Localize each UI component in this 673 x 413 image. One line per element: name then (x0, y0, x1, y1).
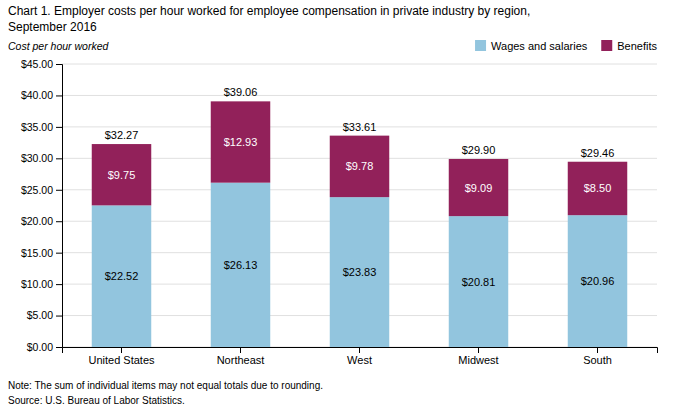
data-label: $20.96 (581, 275, 615, 287)
data-label: $26.13 (224, 259, 258, 271)
x-tick-label: United States (88, 354, 155, 366)
y-tick-mark (56, 284, 62, 285)
x-tick-label: Midwest (458, 354, 498, 366)
x-tick-label: South (583, 354, 612, 366)
legend: Wages and salaries Benefits (475, 40, 657, 52)
title: Chart 1. Employer costs per hour worked … (8, 4, 530, 18)
data-label: $9.09 (465, 182, 493, 194)
x-tick-label: Northeast (217, 354, 265, 366)
y-tick-mark (56, 127, 62, 128)
y-tick-label: $25.00 (21, 184, 53, 196)
y-tick: $20.00 (21, 215, 62, 227)
bar (211, 101, 271, 182)
note: Note: The sum of individual items may no… (8, 380, 323, 391)
legend-label: Benefits (617, 40, 657, 52)
x-tick-mark (240, 347, 241, 353)
y-tick-label: $10.00 (21, 278, 53, 290)
x-tick: Midwest (458, 347, 498, 366)
y-tick-mark (56, 64, 62, 65)
data-label: $8.50 (584, 182, 612, 194)
total-label: $32.27 (105, 129, 139, 141)
y-tick-mark (56, 253, 62, 254)
legend-swatch (601, 40, 612, 51)
y-tick: $45.00 (21, 58, 62, 70)
total-label: $33.61 (343, 121, 377, 133)
y-tick: $10.00 (21, 278, 62, 290)
bars (92, 101, 628, 347)
grid-line (62, 95, 657, 96)
x-axis-line (63, 348, 658, 354)
y-tick: $40.00 (21, 89, 62, 101)
y-axis-line (56, 65, 63, 348)
y-tick: $25.00 (21, 184, 62, 196)
bar (92, 144, 152, 205)
x-tick-label: West (347, 354, 372, 366)
y-tick-label: $35.00 (21, 121, 53, 133)
y-tick: $15.00 (21, 247, 62, 259)
x-axis: United States Northeast West Midwest South (63, 347, 658, 366)
legend-item: Wages and salaries (475, 40, 588, 52)
y-tick-label: $0.00 (27, 341, 53, 353)
total-label: $29.46 (581, 147, 615, 159)
y-tick-mark (56, 221, 62, 222)
data-label: $23.83 (343, 266, 377, 278)
legend-swatch (475, 40, 486, 51)
data-label: $9.75 (108, 169, 136, 181)
y-tick-label: $15.00 (21, 247, 53, 259)
bar (568, 162, 628, 215)
x-tick-mark (359, 347, 360, 353)
data-label: $12.93 (224, 136, 258, 148)
x-tick: Northeast (217, 347, 265, 366)
y-tick-label: $40.00 (21, 89, 53, 101)
bar (568, 215, 628, 347)
series-0 (92, 183, 628, 347)
data-label: $22.52 (105, 270, 139, 282)
bar (449, 216, 509, 347)
bar (211, 183, 271, 347)
y-tick-label: $20.00 (21, 215, 53, 227)
bar (330, 197, 390, 347)
note: Source: U.S. Bureau of Labor Statistics. (8, 395, 185, 406)
series-1 (92, 101, 628, 216)
y-tick-mark (56, 190, 62, 191)
grid (62, 64, 657, 347)
data-label: $20.81 (462, 276, 496, 288)
chart: Chart 1. Employer costs per hour worked … (0, 0, 673, 413)
y-tick: $0.00 (27, 341, 62, 353)
bar (330, 136, 390, 198)
y-tick-mark (56, 158, 62, 159)
x-tick: West (347, 347, 372, 366)
y-tick-label: $30.00 (21, 152, 53, 164)
y-tick-label: $45.00 (21, 58, 53, 70)
x-tick: United States (88, 347, 155, 366)
y-tick: $35.00 (21, 121, 62, 133)
x-tick-mark (597, 347, 598, 353)
legend-item: Benefits (601, 40, 657, 52)
y-tick-mark (56, 316, 62, 317)
y-axis: $0.00 $5.00 $10.00 $15.00 $20.00 $25.00 $30.00… (21, 58, 63, 353)
total-label: $29.90 (462, 144, 496, 156)
y-tick: $5.00 (27, 309, 62, 321)
legend-label: Wages and salaries (491, 40, 588, 52)
x-tick: South (583, 347, 612, 366)
plot: $0.00 $5.00 $10.00 $15.00 $20.00 $25.00 $30.00… (21, 58, 658, 366)
bar (449, 159, 509, 216)
total-label: $39.06 (224, 86, 258, 98)
x-tick-mark (121, 347, 122, 353)
bar (92, 205, 152, 347)
y-tick-mark (56, 95, 62, 96)
x-tick-mark (478, 347, 479, 353)
data-label: $9.78 (346, 160, 374, 172)
y-axis-title: Cost per hour worked (8, 40, 110, 52)
y-tick-label: $5.00 (27, 309, 53, 321)
grid-line (62, 64, 657, 65)
y-tick-mark (56, 347, 62, 348)
y-tick: $30.00 (21, 152, 62, 164)
subtitle: September 2016 (8, 20, 97, 34)
data-labels: $22.52 $26.13 $23.83 $20.81 $20.96 $9.75 $12.9… (105, 86, 615, 287)
